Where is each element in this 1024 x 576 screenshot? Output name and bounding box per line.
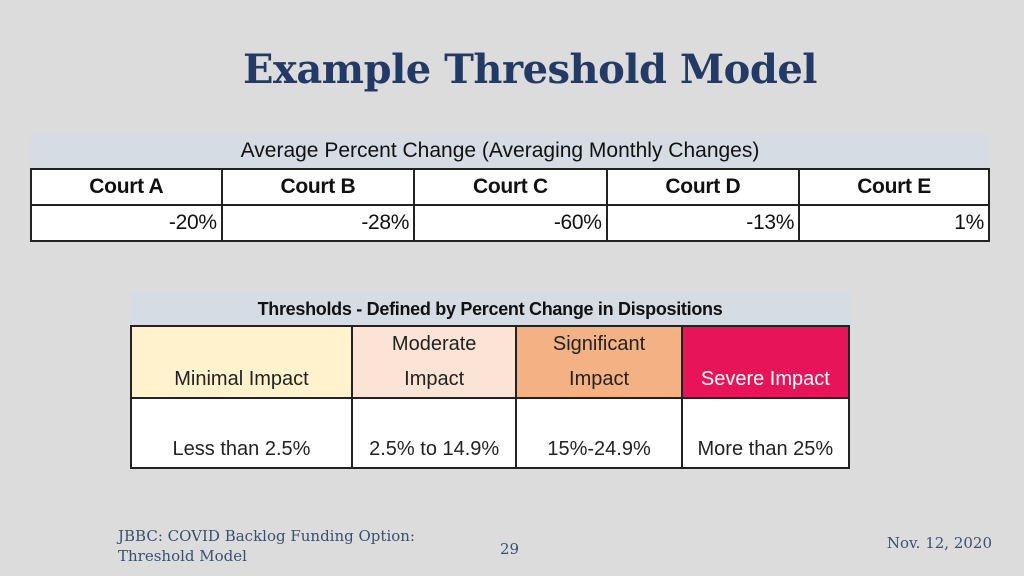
court-e-header: Court E <box>798 168 990 206</box>
table-header-row: Court A Court B Court C Court D Court E <box>30 168 990 206</box>
table-header-row: Minimal Impact Moderate Impact Significa… <box>130 325 851 399</box>
table-row: -20% -28% -60% -13% 1% <box>30 204 990 242</box>
header-line2: Severe Impact <box>700 368 830 390</box>
court-b-header: Court B <box>220 168 416 206</box>
thresholds-table-caption: Thresholds - Defined by Percent Change i… <box>130 292 850 326</box>
court-b-value: -28% <box>220 204 416 242</box>
court-c-header: Court C <box>413 168 608 206</box>
footer-line1: JBBC: COVID Backlog Funding Option: <box>118 527 415 545</box>
header-line2: Impact <box>569 368 630 390</box>
minimal-impact-header: Minimal Impact <box>130 325 353 399</box>
header-line2: Minimal Impact <box>174 368 309 390</box>
court-a-value: -20% <box>30 204 223 242</box>
slide-title: Example Threshold Model <box>243 46 817 93</box>
court-d-header: Court D <box>605 168 801 206</box>
court-e-value: 1% <box>798 204 990 242</box>
footer-caption: JBBC: COVID Backlog Funding Option: Thre… <box>118 526 415 566</box>
percent-change-table: Court A Court B Court C Court D Court E … <box>30 168 990 242</box>
header-line2: Impact <box>404 368 465 390</box>
severe-impact-header: Severe Impact <box>680 325 851 399</box>
footer-line2: Threshold Model <box>118 547 247 565</box>
header-line1 <box>134 327 349 362</box>
significant-impact-range: 15%-24.9% <box>515 397 683 469</box>
significant-impact-header: Significant Impact <box>515 325 683 399</box>
header-line1: Significant <box>552 333 646 355</box>
moderate-impact-header: Moderate Impact <box>350 325 518 399</box>
footer-date: Nov. 12, 2020 <box>886 534 992 552</box>
percent-change-table-caption: Average Percent Change (Averaging Monthl… <box>30 134 990 168</box>
court-c-value: -60% <box>413 204 608 242</box>
moderate-impact-range: 2.5% to 14.9% <box>350 397 518 469</box>
court-d-value: -13% <box>605 204 801 242</box>
header-line1: Moderate <box>391 333 477 355</box>
header-line1 <box>685 327 846 362</box>
severe-impact-range: More than 25% <box>680 397 851 469</box>
minimal-impact-range: Less than 2.5% <box>130 397 353 469</box>
page-number: 29 <box>500 540 520 558</box>
court-a-header: Court A <box>30 168 223 206</box>
thresholds-table: Minimal Impact Moderate Impact Significa… <box>130 325 851 469</box>
table-row: Less than 2.5% 2.5% to 14.9% 15%-24.9% M… <box>130 397 851 469</box>
